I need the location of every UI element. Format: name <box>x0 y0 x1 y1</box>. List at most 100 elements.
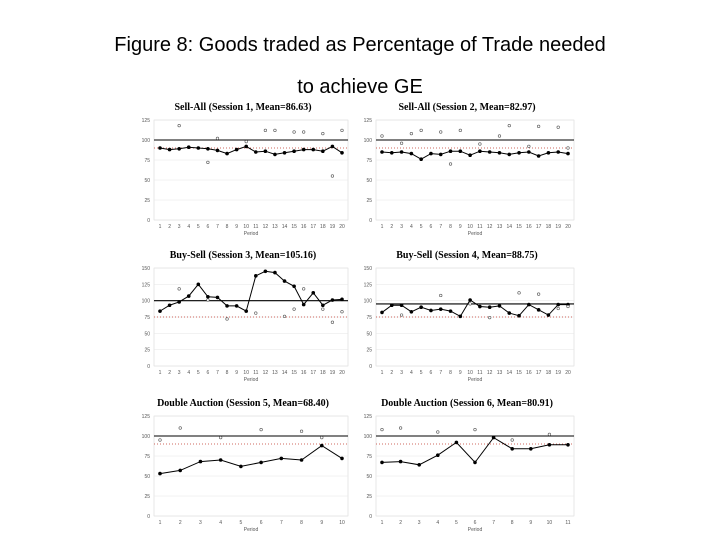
x-tick-label: 10 <box>243 224 249 230</box>
x-tick-label: 19 <box>330 224 336 230</box>
y-tick-label: 50 <box>366 474 372 480</box>
data-point <box>497 151 502 155</box>
x-tick-label: 5 <box>420 370 423 376</box>
data-point <box>273 270 277 275</box>
y-tick-label: 125 <box>142 414 151 420</box>
x-tick-label: 18 <box>320 224 326 230</box>
data-point <box>409 151 414 156</box>
y-tick-label: 0 <box>147 218 150 224</box>
y-tick-label: 125 <box>364 118 373 124</box>
data-point <box>259 460 263 465</box>
data-point <box>419 305 423 309</box>
x-tick-label: 4 <box>436 520 439 526</box>
x-tick-label: 1 <box>159 224 162 230</box>
data-point <box>448 149 453 153</box>
x-tick-label: 3 <box>178 370 181 376</box>
series-line <box>159 444 343 475</box>
data-point <box>380 460 384 465</box>
x-tick-label: 5 <box>239 520 242 526</box>
open-data-point <box>537 124 541 129</box>
x-tick-label: 13 <box>272 370 278 376</box>
data-point <box>527 302 531 307</box>
x-tick-label: 6 <box>474 520 477 526</box>
data-point <box>536 308 541 312</box>
data-point <box>239 464 243 469</box>
data-point <box>458 314 463 319</box>
open-data-point <box>399 141 404 145</box>
x-tick-label: 5 <box>197 370 200 376</box>
x-tick-label: 13 <box>497 370 503 376</box>
x-tick-label: 15 <box>516 370 522 376</box>
data-point <box>311 147 316 152</box>
x-tick-label: 2 <box>390 370 393 376</box>
chart-session-2: Sell-All (Session 2, Mean=82.97)02550751… <box>364 102 575 237</box>
x-tick-label: 3 <box>199 520 202 526</box>
data-point <box>186 294 191 298</box>
y-tick-label: 0 <box>369 364 372 370</box>
chart-session-5: Double Auction (Session 5, Mean=68.40) 0 2… <box>142 398 349 533</box>
data-point <box>273 152 277 157</box>
open-data-point <box>206 298 210 302</box>
x-tick-label: 18 <box>320 370 326 376</box>
data-point <box>487 305 492 309</box>
x-tick-label: 17 <box>310 224 316 230</box>
data-point <box>529 447 533 451</box>
x-axis-label: Period <box>468 377 483 383</box>
data-point <box>497 304 502 308</box>
x-tick-label: 9 <box>235 224 238 230</box>
data-point <box>279 456 284 461</box>
data-point <box>429 151 433 156</box>
data-point <box>547 443 552 447</box>
x-tick-label: 20 <box>565 224 571 230</box>
data-point <box>546 313 551 317</box>
x-tick-label: 10 <box>339 520 345 526</box>
x-tick-label: 20 <box>565 370 571 376</box>
x-tick-label: 12 <box>487 224 493 230</box>
x-tick-label: 10 <box>467 224 473 230</box>
data-point <box>206 294 210 299</box>
open-data-point <box>292 307 296 311</box>
open-data-point <box>282 314 287 318</box>
x-tick-label: 20 <box>339 224 345 230</box>
x-tick-label: 17 <box>536 370 542 376</box>
x-axis-label: Period <box>244 377 259 383</box>
data-point <box>517 313 521 318</box>
x-tick-label: 9 <box>459 370 462 376</box>
data-point <box>158 309 162 313</box>
x-tick-label: 16 <box>301 224 307 230</box>
y-tick-label: 50 <box>366 331 372 337</box>
open-data-point <box>206 160 210 165</box>
x-tick-label: 8 <box>449 224 452 230</box>
open-data-point <box>225 317 229 321</box>
x-tick-label: 11 <box>565 520 570 526</box>
x-tick-label: 2 <box>399 520 402 526</box>
x-tick-label: 1 <box>159 520 162 526</box>
data-point <box>468 153 472 157</box>
x-tick-label: 14 <box>506 370 512 376</box>
x-tick-label: 15 <box>291 224 297 230</box>
x-tick-label: 9 <box>235 370 238 376</box>
x-tick-label: 9 <box>459 224 462 230</box>
x-tick-label: 13 <box>272 224 278 230</box>
data-point <box>468 298 472 302</box>
y-tick-label: 0 <box>147 514 150 520</box>
x-tick-label: 6 <box>430 224 433 230</box>
series-line <box>159 270 343 312</box>
y-tick-label: 50 <box>144 331 150 337</box>
open-data-point <box>340 310 344 314</box>
open-data-point <box>299 429 304 433</box>
open-data-point <box>409 131 413 136</box>
x-tick-label: 2 <box>179 520 182 526</box>
x-tick-label: 7 <box>280 520 283 526</box>
y-tick-label: 25 <box>366 198 372 204</box>
x-tick-label: 2 <box>168 224 171 230</box>
open-data-point <box>419 128 423 133</box>
x-tick-label: 16 <box>301 370 307 376</box>
data-point <box>566 151 570 156</box>
x-tick-label: 14 <box>282 370 288 376</box>
chart-title: Sell-All (Session 1, Mean=86.63) <box>174 102 311 113</box>
y-tick-label: 75 <box>366 315 372 321</box>
data-point <box>198 459 203 464</box>
open-data-point <box>547 432 551 437</box>
data-point <box>282 279 287 283</box>
